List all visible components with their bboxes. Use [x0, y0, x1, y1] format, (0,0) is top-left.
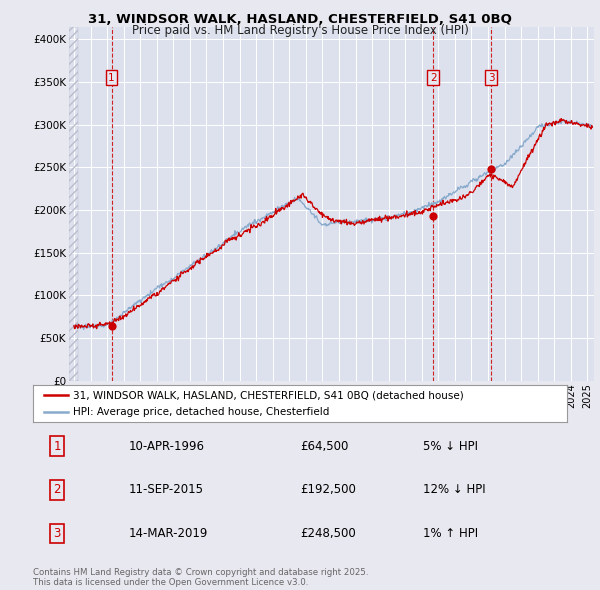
Text: 12% ↓ HPI: 12% ↓ HPI	[423, 483, 485, 496]
Text: 2: 2	[430, 73, 437, 83]
Point	[428, 212, 438, 221]
Text: 1: 1	[108, 73, 115, 83]
Text: Contains HM Land Registry data © Crown copyright and database right 2025.
This d: Contains HM Land Registry data © Crown c…	[33, 568, 368, 587]
Text: 5% ↓ HPI: 5% ↓ HPI	[423, 440, 478, 453]
Text: 11-SEP-2015: 11-SEP-2015	[129, 483, 204, 496]
Text: 3: 3	[488, 73, 494, 83]
Point	[487, 164, 496, 173]
Text: £192,500: £192,500	[300, 483, 356, 496]
Text: 14-MAR-2019: 14-MAR-2019	[129, 527, 208, 540]
Text: £64,500: £64,500	[300, 440, 349, 453]
Text: £248,500: £248,500	[300, 527, 356, 540]
Text: Price paid vs. HM Land Registry's House Price Index (HPI): Price paid vs. HM Land Registry's House …	[131, 24, 469, 37]
Text: 1: 1	[53, 440, 61, 453]
Text: 31, WINDSOR WALK, HASLAND, CHESTERFIELD, S41 0BQ: 31, WINDSOR WALK, HASLAND, CHESTERFIELD,…	[88, 13, 512, 26]
Text: HPI: Average price, detached house, Chesterfield: HPI: Average price, detached house, Ches…	[73, 407, 329, 417]
Text: 10-APR-1996: 10-APR-1996	[129, 440, 205, 453]
Text: 2: 2	[53, 483, 61, 496]
Point	[107, 321, 116, 330]
Text: 1% ↑ HPI: 1% ↑ HPI	[423, 527, 478, 540]
Text: 31, WINDSOR WALK, HASLAND, CHESTERFIELD, S41 0BQ (detached house): 31, WINDSOR WALK, HASLAND, CHESTERFIELD,…	[73, 390, 464, 400]
Text: 3: 3	[53, 527, 61, 540]
